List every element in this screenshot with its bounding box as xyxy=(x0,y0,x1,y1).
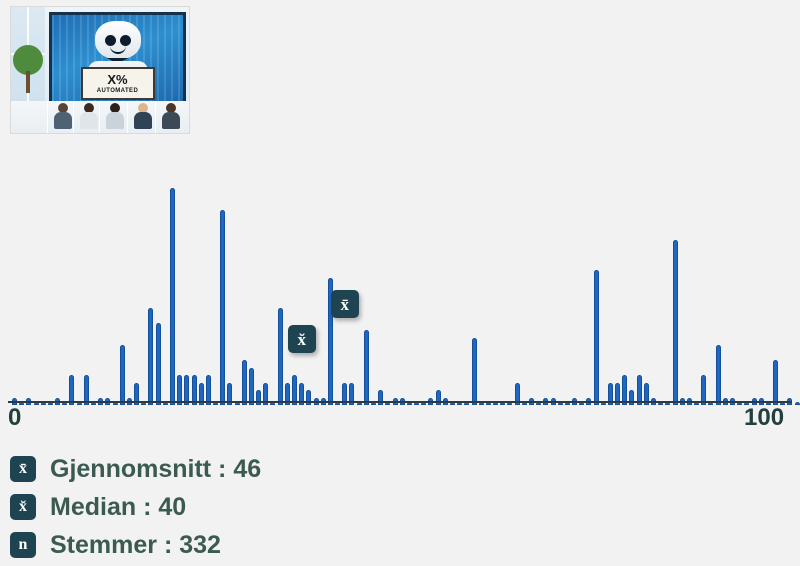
mean-glyph: x̄ xyxy=(340,294,350,314)
audience-person xyxy=(161,103,181,129)
median-marker[interactable]: x̆ xyxy=(287,325,316,353)
mean-badge-icon: x̄ xyxy=(10,456,36,482)
plant-trunk xyxy=(26,71,30,93)
plant-icon xyxy=(13,45,43,75)
histogram-bar xyxy=(119,345,125,405)
histogram-bar xyxy=(169,187,175,405)
median-badge-icon: x̆ xyxy=(10,494,36,520)
histogram-bar xyxy=(672,240,678,405)
histogram-bar xyxy=(363,330,369,405)
histogram-bar xyxy=(292,375,298,405)
legend-row-votes: n Stemmer : 332 xyxy=(10,528,510,562)
histogram-bar xyxy=(715,345,721,405)
histogram-bar xyxy=(701,375,707,405)
histogram-bar xyxy=(593,270,599,405)
audience-row xyxy=(11,101,189,133)
histogram-bar xyxy=(471,337,477,405)
histogram-bar xyxy=(349,382,355,405)
histogram-bar xyxy=(284,382,290,405)
histogram-bar xyxy=(263,382,269,405)
robot-head-icon xyxy=(94,21,141,59)
presentation-screen: X% AUTOMATED xyxy=(49,12,186,105)
histogram-bar xyxy=(248,367,254,405)
histogram-bar xyxy=(256,390,262,405)
histogram-bar xyxy=(773,360,779,405)
histogram-bar xyxy=(205,375,211,405)
histogram-bar xyxy=(177,375,183,405)
mean-badge-glyph: x̄ xyxy=(19,460,27,477)
histogram-bar xyxy=(191,375,197,405)
audience-person xyxy=(53,103,73,129)
legend-row-mean: x̄ Gjennomsnitt : 46 xyxy=(10,452,510,486)
count-badge-icon: n xyxy=(10,532,36,558)
legend-label-mean: Gjennomsnitt : 46 xyxy=(50,454,262,483)
histogram-bar xyxy=(636,375,642,405)
votes-histogram xyxy=(0,150,800,405)
histogram-bar xyxy=(514,382,520,405)
histogram-bar xyxy=(622,375,628,405)
x-axis: 0 100 xyxy=(0,404,800,438)
histogram-bar xyxy=(378,390,384,405)
histogram-bar xyxy=(794,402,800,405)
histogram-bar xyxy=(220,210,226,405)
histogram-bar xyxy=(643,382,649,405)
audience-person xyxy=(79,103,99,129)
median-badge-glyph: x̆ xyxy=(19,498,27,515)
histogram-bar xyxy=(629,390,635,405)
histogram-bar xyxy=(184,375,190,405)
median-glyph: x̆ xyxy=(297,329,306,349)
histogram-bar xyxy=(327,277,333,405)
chart-baseline xyxy=(8,401,792,403)
sign-line-1: X% xyxy=(107,72,128,87)
histogram-bar xyxy=(148,307,154,405)
histogram-bar xyxy=(306,390,312,405)
histogram-bar xyxy=(299,382,305,405)
robot-sign: X% AUTOMATED xyxy=(80,67,155,100)
histogram-bar xyxy=(615,382,621,405)
histogram-bar xyxy=(227,382,233,405)
histogram-bar xyxy=(607,382,613,405)
axis-max-label: 100 xyxy=(744,404,785,431)
histogram-bar xyxy=(134,382,140,405)
histogram-bar xyxy=(69,375,75,405)
axis-min-label: 0 xyxy=(8,404,22,431)
thumbnail-scene: X% AUTOMATED xyxy=(11,7,189,133)
histogram-bar xyxy=(435,390,441,405)
legend-row-median: x̆ Median : 40 xyxy=(10,490,510,524)
histogram-bar xyxy=(83,375,89,405)
mean-marker[interactable]: x̄ xyxy=(330,290,359,318)
histogram-bar xyxy=(241,360,247,405)
histogram-bar xyxy=(155,322,161,405)
histogram-bar xyxy=(342,382,348,405)
statistics-legend: x̄ Gjennomsnitt : 46 x̆ Median : 40 n St… xyxy=(10,452,510,566)
histogram-bar xyxy=(277,307,283,405)
audience-person xyxy=(133,103,153,129)
audience-person xyxy=(105,103,125,129)
count-badge-glyph: n xyxy=(18,536,28,553)
legend-label-median: Median : 40 xyxy=(50,492,187,521)
histogram-bar xyxy=(198,382,204,405)
sign-line-2: AUTOMATED xyxy=(96,88,139,94)
legend-label-votes: Stemmer : 332 xyxy=(50,530,221,559)
thumbnail-image[interactable]: X% AUTOMATED xyxy=(10,6,190,134)
